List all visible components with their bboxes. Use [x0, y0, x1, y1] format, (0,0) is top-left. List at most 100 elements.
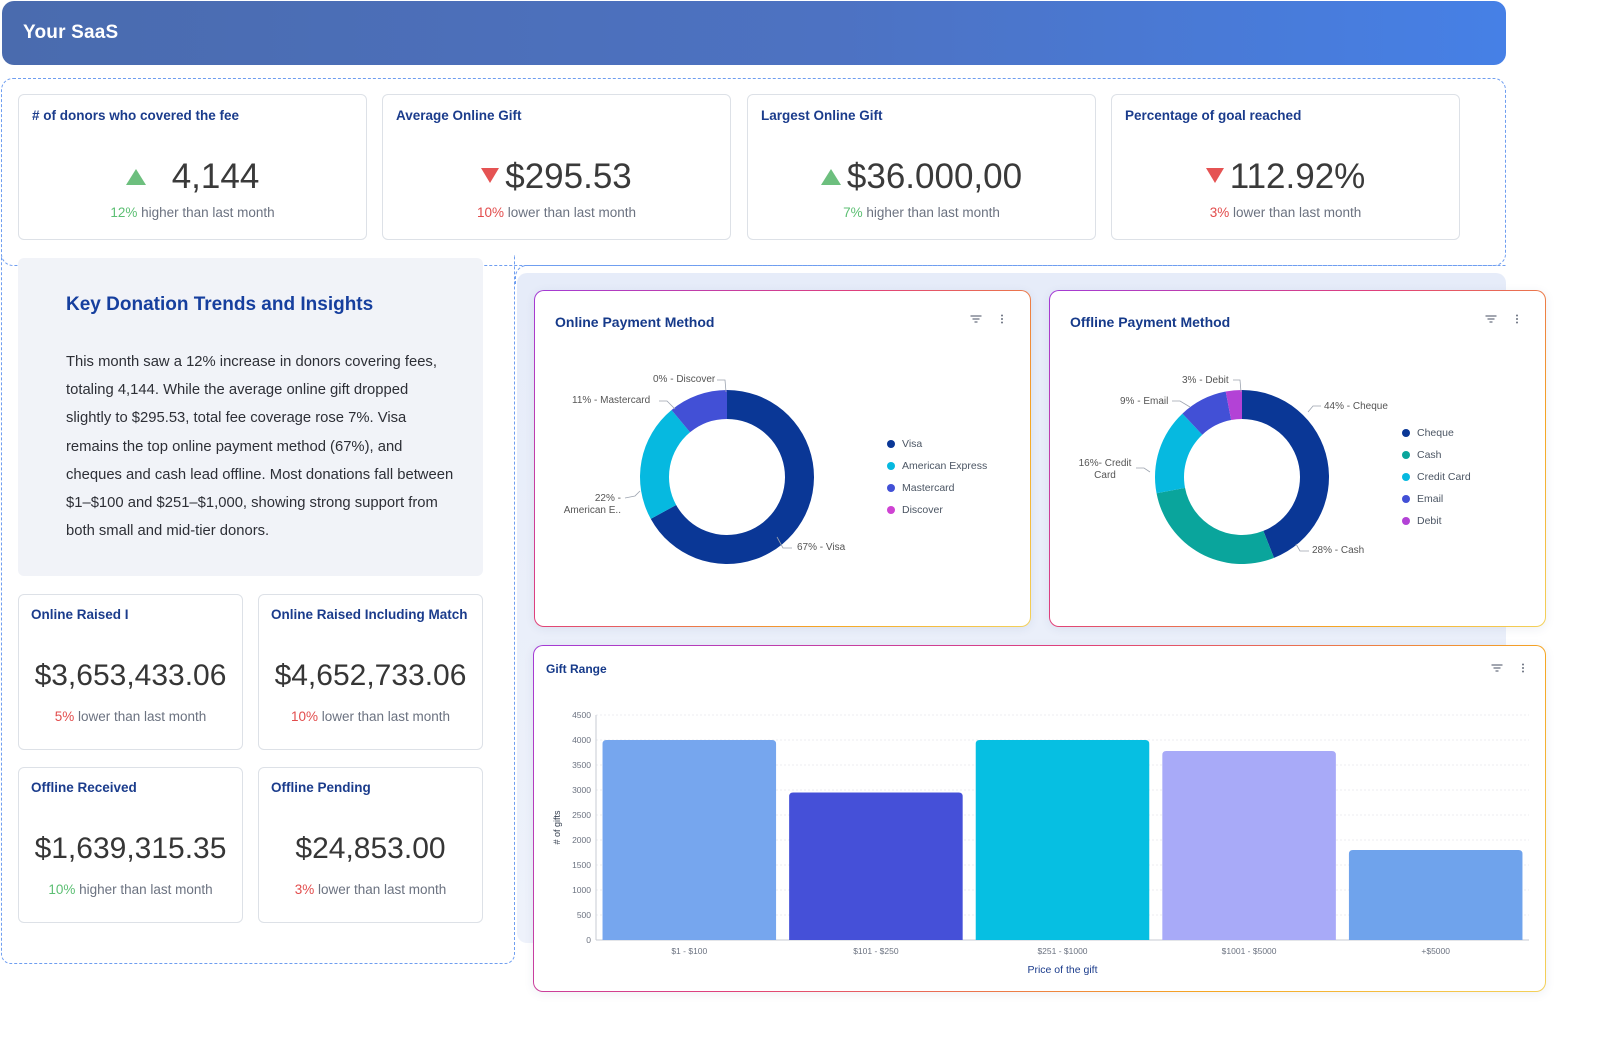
x-tick-label: $1001 - $5000 [1222, 946, 1277, 956]
legend-item[interactable]: Discover [887, 499, 987, 521]
stat-value: $3,653,433.06 [34, 659, 227, 692]
online-payment-method-card: Online Payment Method 0% - Discover 11% … [534, 290, 1031, 627]
offline-payment-legend: Cheque Cash Credit Card Email Debit [1402, 422, 1471, 532]
app-header: Your SaaS [2, 1, 1506, 65]
filter-icon[interactable] [970, 313, 982, 325]
donut-label-visa: 67% - Visa [797, 542, 846, 553]
y-tick-label: 3000 [572, 785, 591, 795]
legend-swatch [1402, 495, 1410, 503]
donut-leader-line [1295, 543, 1309, 552]
y-tick-label: 500 [577, 910, 591, 920]
legend-label: American Express [902, 460, 988, 472]
donut-label-discover: 0% - Discover [653, 374, 716, 385]
stat-title: Online Raised I [31, 607, 129, 622]
kpi-card-average-online-gift: Average Online Gift $295.53 10% lower th… [382, 94, 731, 240]
donut-slice-mastercard[interactable] [671, 390, 727, 433]
donut-slice-american-express[interactable] [640, 409, 691, 519]
kpi-change-pct: 10% [476, 205, 504, 220]
legend-item[interactable]: Credit Card [1402, 466, 1471, 488]
legend-item[interactable]: American Express [887, 455, 987, 477]
bar-2[interactable] [789, 792, 963, 941]
legend-item[interactable]: Cash [1402, 444, 1471, 466]
donut-label-amex: 22% - American E.. [563, 493, 621, 516]
legend-label: Visa [902, 438, 923, 450]
legend-label: Discover [902, 504, 943, 516]
legend-label: Mastercard [902, 482, 955, 494]
kpi-value: 4,144 [171, 157, 260, 196]
legend-item[interactable]: Mastercard [887, 477, 987, 499]
kpi-change-text: lower than last month [1229, 205, 1362, 220]
insights-title: Key Donation Trends and Insights [66, 294, 374, 315]
stat-card-offline-received: Offline Received $1,639,315.35 10% highe… [18, 767, 243, 923]
bar-1[interactable] [602, 740, 777, 940]
x-tick-label: $101 - $250 [853, 946, 899, 956]
donut-leader-line [717, 379, 727, 393]
donut-label-cheque: 44% - Cheque [1324, 401, 1388, 412]
legend-item[interactable]: Debit [1402, 510, 1471, 532]
legend-swatch [887, 462, 895, 470]
kpi-change-pct: 12% [110, 205, 138, 220]
donut-slice-debit[interactable] [1225, 390, 1242, 421]
donut-slice-email[interactable] [1182, 391, 1232, 435]
donut-slice-credit-card[interactable] [1155, 413, 1203, 494]
y-tick-label: 3500 [572, 760, 591, 770]
donut-slice-cheque[interactable] [1242, 390, 1329, 558]
y-tick-label: 1500 [572, 860, 591, 870]
x-tick-label: $251 - $1000 [1037, 946, 1087, 956]
stat-change-text: lower than last month [74, 709, 207, 724]
kpi-value: $295.53 [505, 157, 632, 196]
kpi-change-pct: 7% [843, 205, 863, 220]
kpi-title: Largest Online Gift [761, 108, 883, 123]
legend-swatch [1402, 517, 1410, 525]
chart-title: Gift Range [546, 662, 607, 676]
online-payment-donut [624, 379, 814, 564]
more-vertical-icon[interactable] [996, 313, 1008, 325]
donut-slice-visa[interactable] [650, 390, 814, 564]
y-tick-label: 4500 [572, 710, 591, 720]
legend-item[interactable]: Email [1402, 488, 1471, 510]
stat-title: Offline Pending [271, 780, 371, 795]
donut-label-mastercard: 11% - Mastercard [572, 395, 651, 406]
right-group-outline [515, 265, 1506, 285]
legend-label: Email [1417, 493, 1444, 505]
stat-card-online-raised: Online Raised I $3,653,433.06 5% lower t… [18, 594, 243, 750]
donut-label-debit: 3% - Debit [1182, 375, 1229, 386]
kpi-change-text: higher than last month [862, 205, 1000, 220]
bar-5[interactable] [1348, 850, 1523, 940]
donut-leader-line [1172, 400, 1191, 408]
kpi-value: $36.000,00 [846, 157, 1023, 196]
filter-icon[interactable] [1491, 662, 1503, 674]
stat-value: $4,652,733.06 [274, 659, 467, 692]
bar-4[interactable] [1162, 751, 1336, 940]
y-tick-label: 1000 [572, 885, 591, 895]
donut-leader-line [1136, 467, 1151, 473]
trend-down-icon [1205, 167, 1224, 183]
trend-up-icon [820, 169, 841, 185]
stat-change-pct: 10% [290, 709, 318, 724]
legend-label: Cheque [1417, 427, 1454, 439]
legend-item[interactable]: Visa [887, 433, 987, 455]
legend-swatch [1402, 473, 1410, 481]
gift-range-bar-chart: 0 500 1000 1500 2000 2500 3000 3500 4000 4500 $1 -… [552, 710, 1529, 976]
kpi-change-text: lower than last month [503, 205, 637, 220]
donut-label-cash: 28% - Cash [1312, 545, 1365, 556]
kpi-title: Average Online Gift [396, 108, 522, 123]
more-vertical-icon[interactable] [1511, 313, 1523, 325]
bar-3[interactable] [975, 740, 1150, 940]
donut-leader-line [1233, 379, 1242, 393]
legend-item[interactable]: Cheque [1402, 422, 1471, 444]
chart-title: Online Payment Method [555, 314, 715, 330]
donut-leader-line [624, 490, 641, 499]
more-vertical-icon[interactable] [1517, 662, 1529, 674]
kpi-card-goal-reached: Percentage of goal reached 112.92% 3% lo… [1111, 94, 1460, 240]
legend-swatch [887, 440, 895, 448]
legend-label: Credit Card [1417, 471, 1471, 483]
stat-change: 3% lower than last month [259, 882, 482, 897]
donut-slice-cash[interactable] [1156, 487, 1275, 564]
filter-icon[interactable] [1485, 313, 1497, 325]
y-tick-label: 2000 [572, 835, 591, 845]
stat-change-text: lower than last month [314, 882, 447, 897]
online-payment-legend: Visa American Express Mastercard Discove… [887, 433, 987, 521]
kpi-change: 7% higher than last month [748, 205, 1095, 220]
y-tick-label: 2500 [572, 810, 591, 820]
